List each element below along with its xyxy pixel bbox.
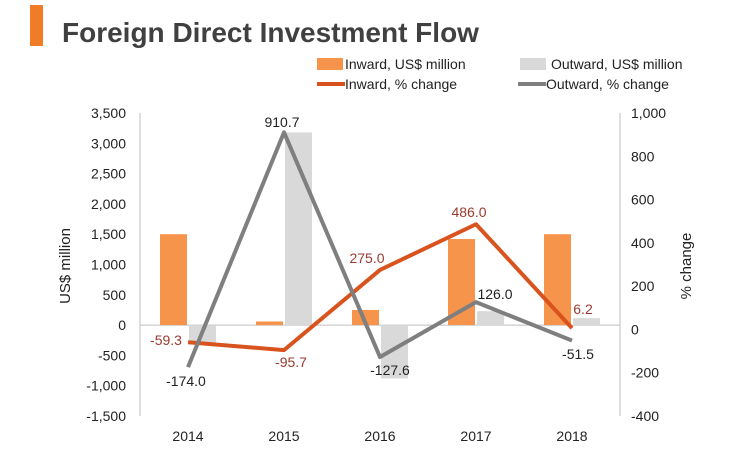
y-left-tick-label: 500 xyxy=(103,287,127,303)
y-left-tick-label: 2,500 xyxy=(91,166,126,182)
line-outward-pct xyxy=(186,130,573,368)
legend-label-inward-line: Inward, % change xyxy=(345,76,457,92)
legend-label-inward-bar: Inward, US$ million xyxy=(345,56,466,72)
line-inward-pct xyxy=(187,222,574,353)
y-right-tick-label: -400 xyxy=(631,408,659,424)
y-right-tick-label: 200 xyxy=(631,278,655,294)
bar-outward xyxy=(573,318,600,326)
data-label-inward-pct: -59.3 xyxy=(150,332,182,348)
data-label-inward-pct: 275.0 xyxy=(349,250,384,266)
y-right-tick-label: 1,000 xyxy=(631,105,666,121)
y-left-axis-label: US$ million xyxy=(57,228,74,304)
y-left-tick-label: 1,500 xyxy=(91,226,126,242)
data-label-outward-pct: -51.5 xyxy=(562,346,594,362)
bar-inward xyxy=(256,321,283,326)
legend-label-outward-bar: Outward, US$ million xyxy=(551,56,683,72)
y-left-tick-label: 0 xyxy=(118,317,126,333)
y-right-tick-label: -200 xyxy=(631,365,659,381)
y-right-tick-label: 400 xyxy=(631,235,655,251)
y-right-tick-label: 0 xyxy=(631,321,639,337)
data-label-outward-pct: 910.7 xyxy=(264,114,299,130)
data-label-outward-pct: 126.0 xyxy=(477,286,512,302)
y-right-axis-label: % change xyxy=(678,233,695,300)
x-tick-label: 2017 xyxy=(460,428,491,444)
y-left-tick-label: 3,000 xyxy=(91,135,126,151)
x-tick-label: 2016 xyxy=(364,428,395,444)
y-left-tick-label: -500 xyxy=(98,347,126,363)
data-label-inward-pct: 6.2 xyxy=(573,301,593,317)
legend: Inward, US$ million Outward, US$ million… xyxy=(317,56,683,92)
y-left-tick-label: -1,500 xyxy=(86,408,126,424)
bar-inward xyxy=(352,309,379,326)
x-tick-label: 2014 xyxy=(172,428,203,444)
data-label-outward-pct: -127.6 xyxy=(370,362,410,378)
y-left-tick-label: 1,000 xyxy=(91,257,126,273)
legend-swatch-inward-bar xyxy=(317,58,343,70)
y-left-tick-label: 2,000 xyxy=(91,196,126,212)
x-tick-label: 2018 xyxy=(556,428,587,444)
legend-swatch-outward-bar xyxy=(520,58,546,70)
data-label-outward-pct: -174.0 xyxy=(166,373,206,389)
x-tick-label: 2015 xyxy=(268,428,299,444)
y-right-tick-label: 800 xyxy=(631,148,655,164)
data-label-inward-pct: 486.0 xyxy=(451,204,486,220)
y-right-tick-label: 600 xyxy=(631,192,655,208)
bar-inward xyxy=(160,234,187,326)
legend-label-outward-line: Outward, % change xyxy=(546,76,669,92)
y-left-tick-label: 3,500 xyxy=(91,105,126,121)
data-label-inward-pct: -95.7 xyxy=(275,354,307,370)
chart-title: Foreign Direct Investment Flow xyxy=(62,17,479,48)
bar-outward xyxy=(477,311,504,326)
title-accent-bar xyxy=(30,5,43,46)
y-left-tick-label: -1,000 xyxy=(86,378,126,394)
